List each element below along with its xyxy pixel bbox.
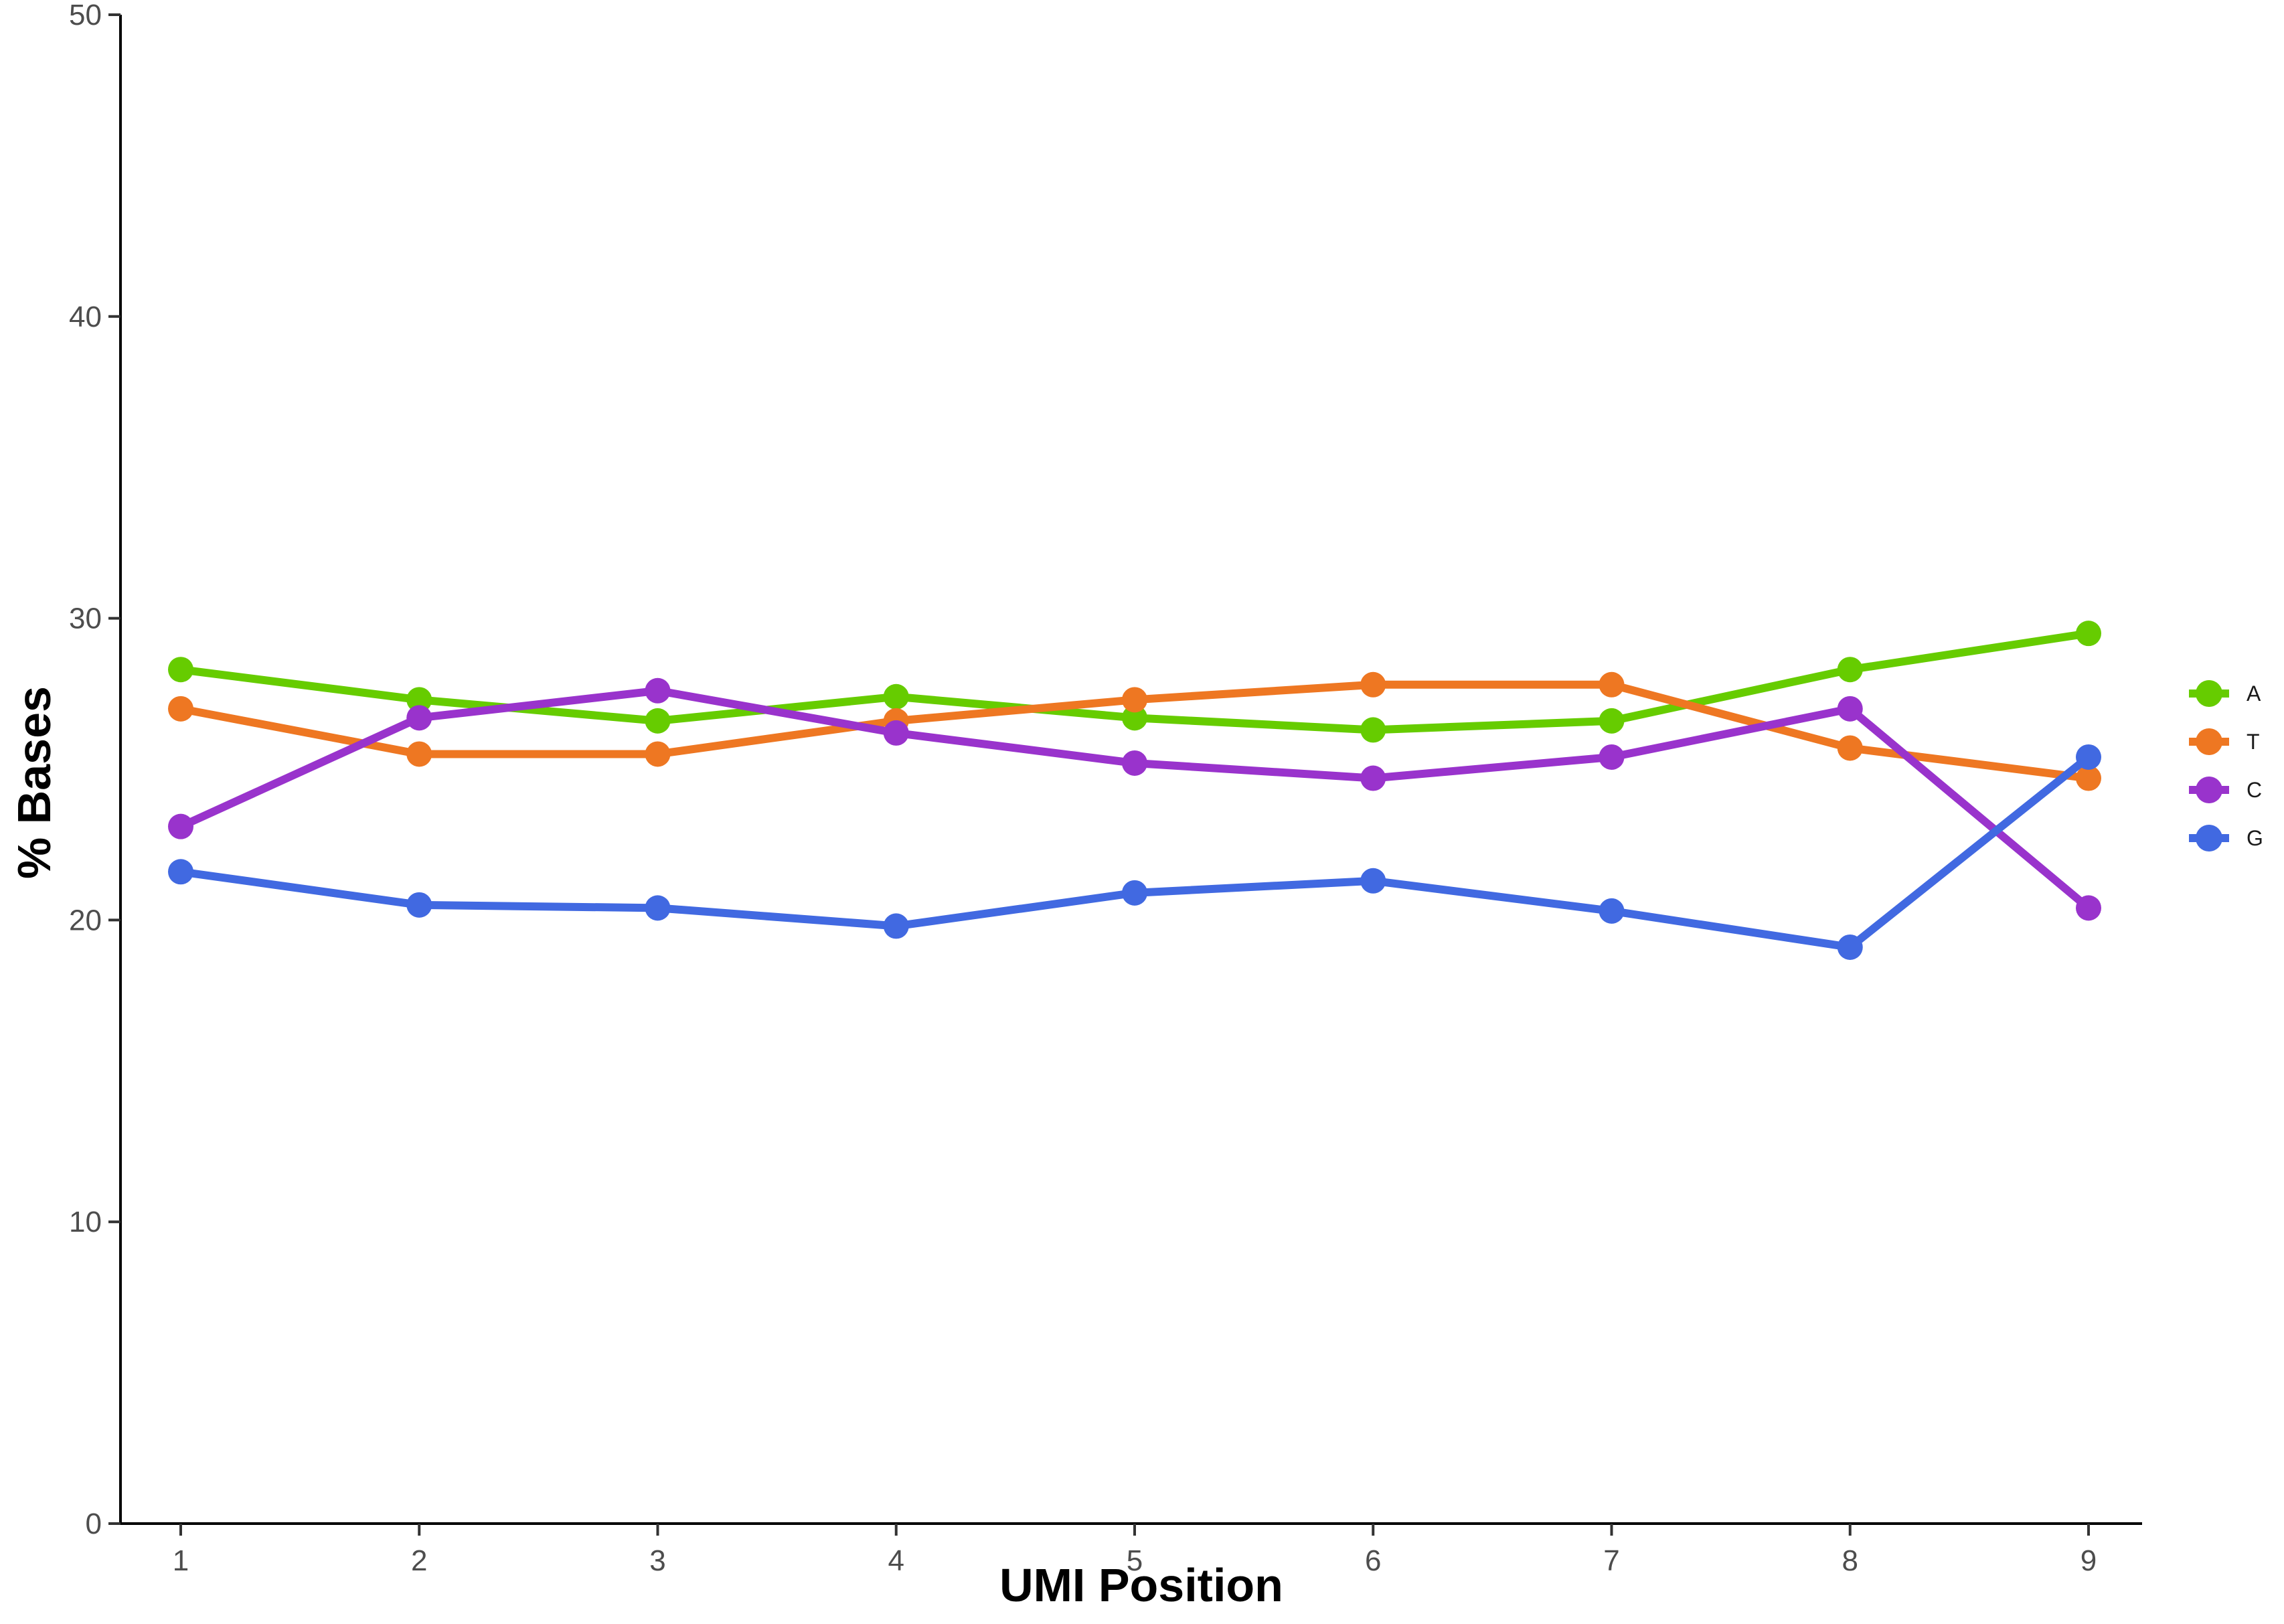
legend-key-point bbox=[2196, 825, 2222, 851]
data-point-T-2 bbox=[406, 741, 432, 767]
y-tick-label: 20 bbox=[69, 904, 102, 937]
series-A bbox=[168, 621, 2101, 743]
data-point-A-8 bbox=[1837, 657, 1863, 683]
series-G bbox=[168, 744, 2101, 960]
data-point-G-5 bbox=[1122, 880, 1147, 906]
data-point-A-7 bbox=[1599, 708, 1625, 734]
data-point-T-1 bbox=[168, 696, 193, 722]
data-point-C-2 bbox=[406, 705, 432, 731]
data-point-C-6 bbox=[1360, 765, 1386, 791]
legend-key-point bbox=[2196, 777, 2222, 803]
data-point-A-6 bbox=[1360, 717, 1386, 743]
data-point-A-5 bbox=[1122, 705, 1147, 731]
legend-label: A bbox=[2247, 681, 2261, 706]
data-point-T-3 bbox=[645, 741, 671, 767]
data-point-G-9 bbox=[2076, 744, 2101, 770]
legend-key-point bbox=[2196, 728, 2222, 755]
x-axis-title: UMI Position bbox=[999, 1559, 1283, 1611]
x-tick-label: 3 bbox=[649, 1544, 665, 1577]
data-point-C-4 bbox=[883, 720, 909, 746]
legend-label: T bbox=[2247, 730, 2260, 754]
x-tick-label: 2 bbox=[411, 1544, 427, 1577]
data-point-T-8 bbox=[1837, 735, 1863, 761]
y-tick-label: 50 bbox=[69, 0, 102, 31]
legend-label: G bbox=[2247, 826, 2263, 850]
y-tick-label: 40 bbox=[69, 301, 102, 333]
data-point-C-7 bbox=[1599, 744, 1625, 770]
data-point-C-5 bbox=[1122, 750, 1147, 776]
legend-label: C bbox=[2247, 778, 2262, 802]
y-tick-label: 10 bbox=[69, 1206, 102, 1238]
data-point-T-5 bbox=[1122, 687, 1147, 713]
y-tick-label: 30 bbox=[69, 602, 102, 635]
x-tick-label: 6 bbox=[1365, 1544, 1381, 1577]
data-point-G-6 bbox=[1360, 868, 1386, 894]
data-point-A-3 bbox=[645, 708, 671, 734]
data-point-G-8 bbox=[1837, 934, 1863, 960]
x-tick-label: 9 bbox=[2081, 1544, 2097, 1577]
data-point-G-1 bbox=[168, 859, 193, 885]
series-C bbox=[168, 677, 2101, 921]
x-tick-label: 5 bbox=[1127, 1544, 1143, 1577]
x-tick-label: 7 bbox=[1603, 1544, 1619, 1577]
data-point-A-9 bbox=[2076, 621, 2101, 647]
legend-key-point bbox=[2196, 680, 2222, 707]
data-point-A-2 bbox=[406, 687, 432, 713]
data-point-G-3 bbox=[645, 895, 671, 921]
legend-item-A: A bbox=[2189, 680, 2261, 707]
data-point-G-4 bbox=[883, 913, 909, 939]
legend-item-C: C bbox=[2189, 777, 2262, 803]
data-point-T-9 bbox=[2076, 765, 2101, 791]
x-tick-label: 4 bbox=[888, 1544, 904, 1577]
axes: 0 10 20 30 40 50 1 2 3 4 5 6 7 8 9 bbox=[69, 0, 2142, 1577]
data-point-C-1 bbox=[168, 813, 193, 839]
x-tick-label: 8 bbox=[1842, 1544, 1858, 1577]
data-point-G-7 bbox=[1599, 898, 1625, 924]
data-point-T-7 bbox=[1599, 671, 1625, 698]
data-point-T-6 bbox=[1360, 671, 1386, 698]
series-layer bbox=[168, 621, 2101, 960]
data-point-A-1 bbox=[168, 657, 193, 683]
data-point-A-4 bbox=[883, 683, 909, 710]
data-point-G-2 bbox=[406, 892, 432, 918]
x-tick-label: 1 bbox=[173, 1544, 189, 1577]
data-point-C-9 bbox=[2076, 895, 2101, 921]
data-point-C-3 bbox=[645, 677, 671, 704]
y-tick-label: 0 bbox=[86, 1508, 102, 1540]
data-point-C-8 bbox=[1837, 696, 1863, 722]
y-axis-title: % Bases bbox=[8, 686, 60, 879]
legend-item-G: G bbox=[2189, 825, 2263, 851]
series-line-G bbox=[177, 752, 2093, 951]
legend-item-T: T bbox=[2189, 728, 2260, 755]
